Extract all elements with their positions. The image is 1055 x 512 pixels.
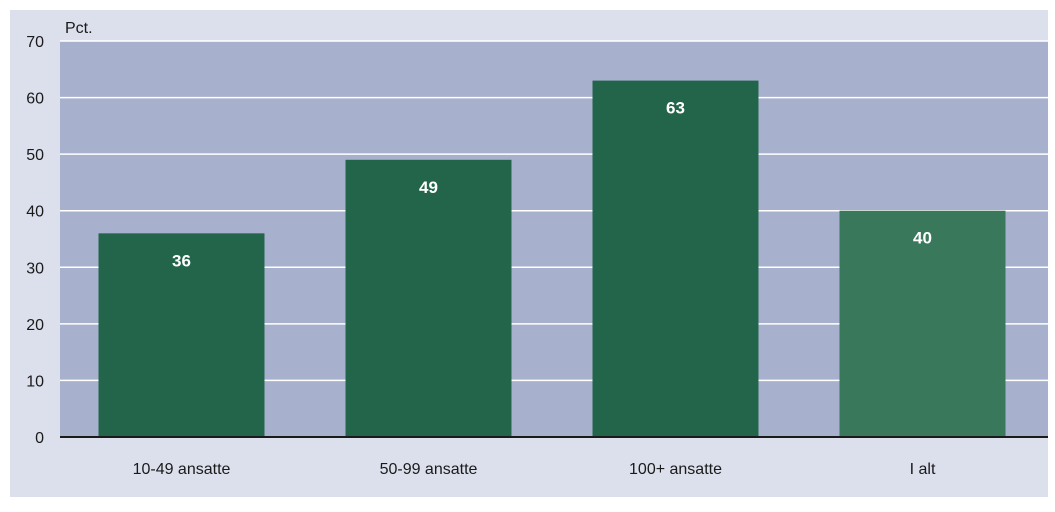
- bar-value-label: 40: [913, 229, 932, 248]
- y-tick-label: 10: [26, 373, 44, 390]
- bar: [345, 159, 512, 438]
- y-axis-ticks: 0 10 20 30 40 50 60 70: [26, 34, 44, 447]
- bar: [592, 80, 759, 437]
- y-tick-label: 30: [26, 260, 44, 277]
- value-labels: 36 49 63 40: [172, 99, 932, 271]
- x-category-label: I alt: [910, 461, 936, 478]
- y-tick-label: 60: [26, 91, 44, 108]
- bar-value-label: 36: [172, 251, 191, 270]
- x-axis-labels: 10-49 ansatte 50-99 ansatte 100+ ansatte I …: [133, 461, 936, 478]
- x-category-label: 50-99 ansatte: [380, 461, 478, 478]
- y-tick-label: 0: [35, 430, 44, 447]
- bars: [98, 80, 1006, 438]
- x-category-label: 10-49 ansatte: [133, 461, 231, 478]
- y-tick-label: 50: [26, 147, 44, 164]
- y-tick-label: 20: [26, 317, 44, 334]
- y-tick-label: 70: [26, 34, 44, 51]
- bar-value-label: 49: [419, 178, 438, 197]
- bar-value-label: 63: [666, 99, 685, 118]
- bar: [839, 210, 1006, 437]
- x-category-label: 100+ ansatte: [629, 461, 722, 478]
- bar: [98, 233, 265, 437]
- y-tick-label: 40: [26, 204, 44, 221]
- y-unit-label: Pct.: [65, 20, 93, 37]
